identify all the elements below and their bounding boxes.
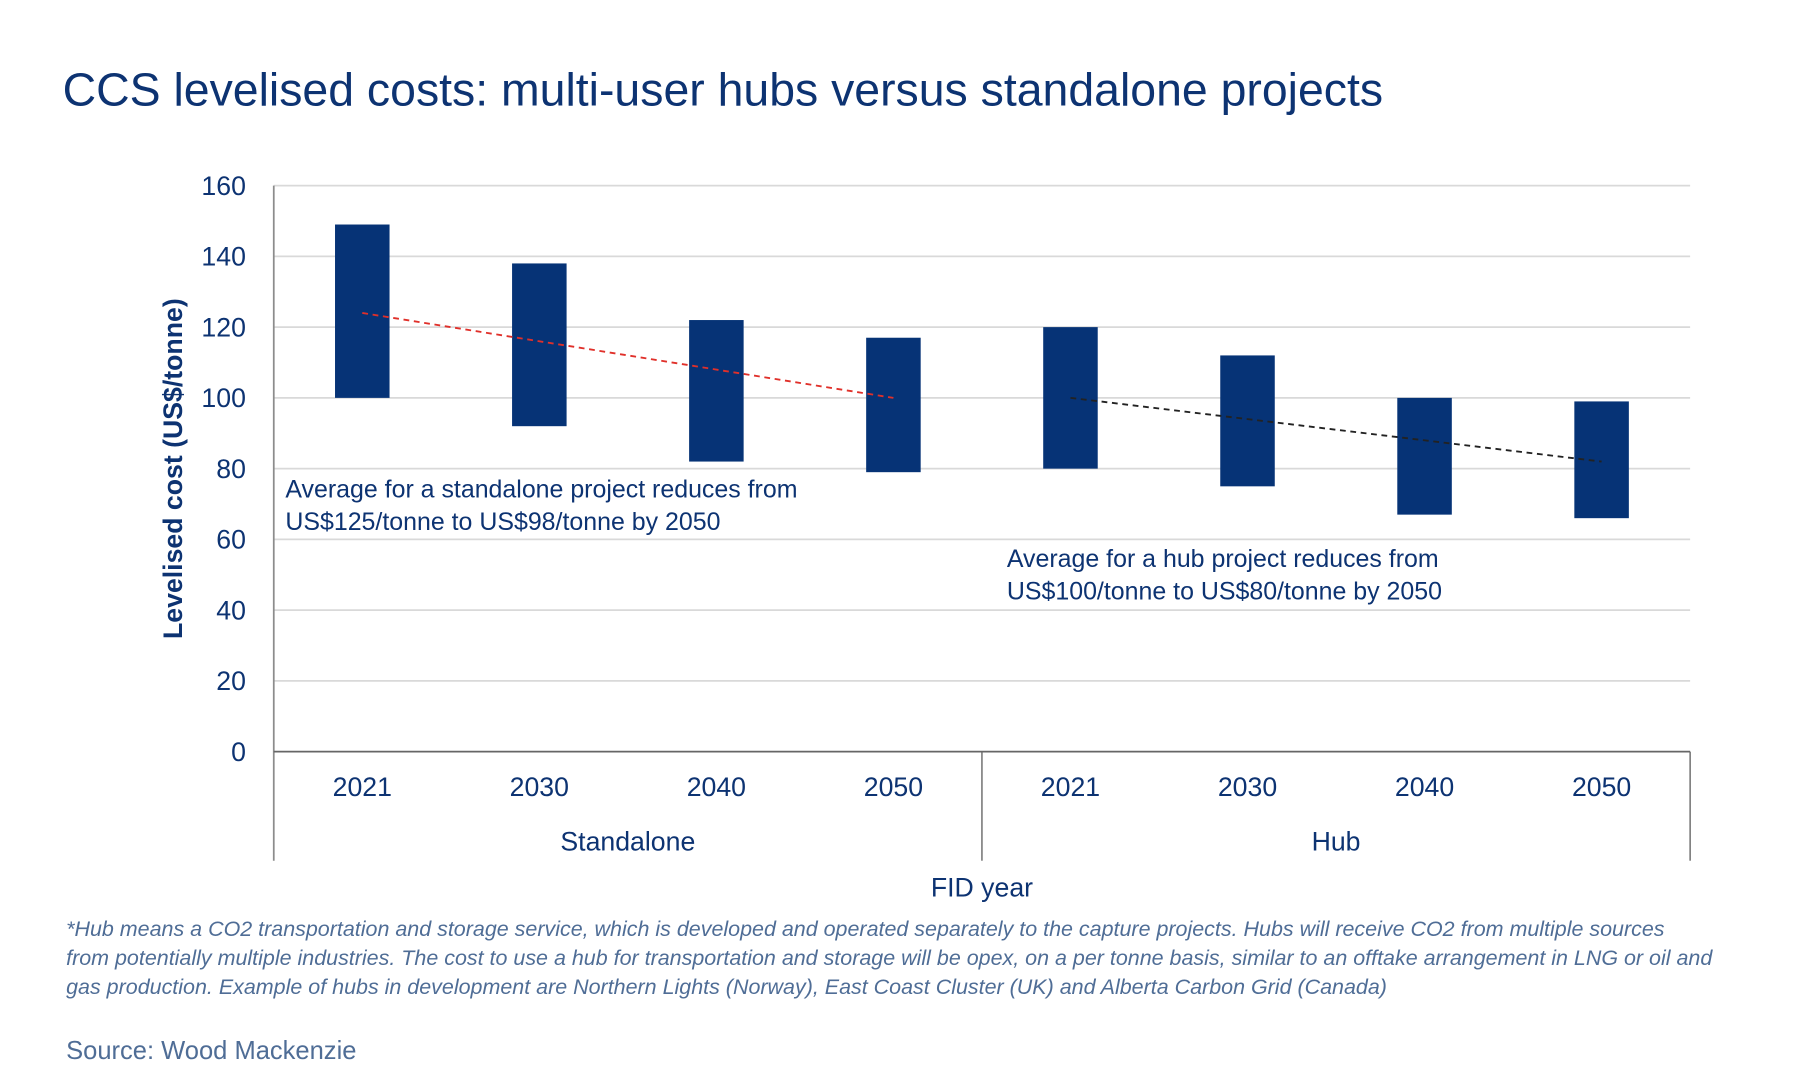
y-tick-label: 0 bbox=[231, 737, 246, 767]
source: Source: Wood Mackenzie bbox=[66, 1035, 357, 1065]
y-tick-label: 160 bbox=[201, 171, 245, 201]
y-tick-label: 40 bbox=[216, 595, 246, 625]
y-axis-title: Levelised cost (US$/tonne) bbox=[158, 298, 188, 639]
annotation-text: Average for a standalone project reduces… bbox=[285, 476, 797, 504]
x-tick-label: 2040 bbox=[687, 772, 746, 802]
y-tick-label: 100 bbox=[201, 383, 245, 413]
group-label: Standalone bbox=[560, 826, 695, 856]
range-bar bbox=[1220, 355, 1275, 487]
trend-line bbox=[362, 312, 894, 399]
x-tick-label: 2021 bbox=[333, 772, 392, 802]
footnote: *Hub means a CO2 transportation and stor… bbox=[66, 916, 1713, 999]
group-label: Hub bbox=[1312, 826, 1361, 856]
y-tick-label: 80 bbox=[216, 454, 246, 484]
annotation-text: US$100/tonne to US$80/tonne by 2050 bbox=[1007, 578, 1442, 606]
trend-line bbox=[1070, 396, 1602, 463]
range-bar bbox=[1397, 397, 1452, 515]
y-tick-label: 120 bbox=[201, 312, 245, 342]
x-tick-label: 2050 bbox=[1572, 772, 1631, 802]
y-tick-label: 20 bbox=[216, 666, 246, 696]
x-tick-label: 2030 bbox=[510, 772, 569, 802]
y-tick-label: 60 bbox=[216, 525, 246, 555]
annotation-text: US$125/tonne to US$98/tonne by 2050 bbox=[285, 508, 720, 536]
range-bar bbox=[1043, 327, 1098, 469]
range-bar bbox=[866, 337, 921, 473]
x-axis-title: FID year bbox=[931, 873, 1033, 903]
chart-title: CCS levelised costs: multi-user hubs ver… bbox=[62, 64, 1384, 116]
x-tick-label: 2021 bbox=[1041, 772, 1100, 802]
x-tick-label: 2050 bbox=[864, 772, 923, 802]
x-tick-label: 2030 bbox=[1218, 772, 1277, 802]
range-bar bbox=[335, 224, 390, 398]
y-tick-label: 140 bbox=[201, 242, 245, 272]
x-tick-label: 2040 bbox=[1395, 772, 1454, 802]
range-bar bbox=[512, 263, 567, 427]
annotation-text: Average for a hub project reduces from bbox=[1007, 545, 1439, 573]
range-bar bbox=[689, 320, 744, 462]
